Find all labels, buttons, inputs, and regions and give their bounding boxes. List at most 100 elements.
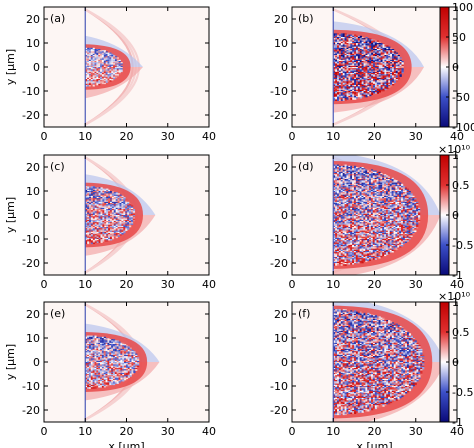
y-axis-label: y [μm]	[4, 49, 17, 85]
x-tick-label: 0	[289, 425, 296, 438]
x-tick-label: 10	[78, 425, 92, 438]
x-tick-label: 40	[202, 130, 216, 143]
y-tick-label: -10	[22, 233, 40, 246]
colorbar-tick-label: 1	[452, 149, 459, 162]
colorbar-tick-label: 0	[452, 61, 459, 74]
y-tick-label: 0	[281, 209, 288, 222]
colorbar-tick-label: -1	[452, 269, 463, 282]
colorbar-tick-label: 0.5	[452, 326, 470, 339]
colorbar-tick-label: 0	[452, 209, 459, 222]
x-tick-label: 30	[409, 425, 423, 438]
panel-label: (f)	[298, 307, 310, 320]
x-tick-label: 20	[120, 278, 134, 291]
panel-a: (a) 0 10 20 30 40 20 10 0 -10 -20 y [μm]	[4, 6, 216, 143]
noise-field	[333, 309, 425, 416]
y-tick-label: -20	[270, 257, 288, 270]
y-tick-label: 20	[274, 161, 288, 174]
x-tick-label: 20	[120, 130, 134, 143]
x-axis-label: x [μm]	[356, 440, 392, 448]
x-tick-label: 30	[161, 425, 175, 438]
y-tick-label: 0	[33, 356, 40, 369]
x-tick-label: 20	[368, 278, 382, 291]
y-tick-label: -10	[270, 85, 288, 98]
x-tick-label: 40	[202, 425, 216, 438]
colorbar-tick-label: -100	[452, 121, 474, 134]
colorbar-tick-label: 0	[452, 356, 459, 369]
colorbar-tick-label: -50	[452, 91, 470, 104]
x-tick-label: 0	[41, 278, 48, 291]
x-tick-label: 0	[41, 425, 48, 438]
noise-field	[85, 335, 140, 389]
colorbar-1: 100 50 0 -50 -100	[439, 1, 474, 134]
x-tick-label: 0	[289, 278, 296, 291]
x-tick-label: 40	[450, 425, 464, 438]
y-tick-label: 10	[274, 37, 288, 50]
x-tick-label: 40	[450, 130, 464, 143]
y-tick-label: 20	[26, 13, 40, 26]
noise-field	[85, 47, 123, 87]
y-tick-label: 0	[33, 209, 40, 222]
y-tick-label: 20	[274, 13, 288, 26]
y-tick-label: 20	[274, 308, 288, 321]
y-tick-label: -10	[22, 85, 40, 98]
x-tick-label: 30	[409, 278, 423, 291]
panel-e: (e) 0 10 20 30 40 20 10 0 -10 -20 y [μm] x [μm]	[4, 301, 216, 448]
x-tick-label: 10	[78, 130, 92, 143]
y-tick-label: 20	[26, 161, 40, 174]
y-tick-label: 10	[26, 185, 40, 198]
y-tick-label: 10	[26, 37, 40, 50]
y-tick-label: -20	[22, 109, 40, 122]
y-tick-label: 10	[274, 332, 288, 345]
y-tick-label: -20	[270, 404, 288, 417]
y-tick-label: 0	[33, 61, 40, 74]
x-tick-label: 10	[326, 425, 340, 438]
y-tick-label: -10	[270, 233, 288, 246]
colorbar-tick-label: 50	[452, 31, 466, 44]
panel-label: (e)	[50, 307, 65, 320]
panel-b: (b) 0 10 20 30 40 20 10 0 -10 -20	[270, 6, 464, 143]
x-tick-label: 0	[41, 130, 48, 143]
x-tick-label: 30	[161, 130, 175, 143]
x-tick-label: 0	[289, 130, 296, 143]
y-tick-label: -20	[22, 404, 40, 417]
noise-field	[333, 33, 404, 101]
colorbar-tick-label: 100	[452, 1, 473, 14]
x-tick-label: 30	[409, 130, 423, 143]
y-tick-label: -10	[270, 380, 288, 393]
y-tick-label: 0	[281, 356, 288, 369]
panel-f: (f) 0 10 20 30 40 20 10 0 -10 -20 x [μm]	[270, 301, 464, 448]
y-axis-label: y [μm]	[4, 197, 17, 233]
y-tick-label: 0	[281, 61, 288, 74]
panel-c: (c) 0 10 20 30 40 20 10 0 -10 -20 y [μm]	[4, 154, 216, 291]
x-tick-label: 10	[326, 130, 340, 143]
x-axis-label: x [μm]	[108, 440, 144, 448]
y-tick-label: 10	[26, 332, 40, 345]
y-tick-label: -20	[270, 109, 288, 122]
x-tick-label: 40	[202, 278, 216, 291]
panel-label: (c)	[50, 160, 65, 173]
noise-field	[333, 164, 421, 266]
colorbar-2: 1 0.5 0 -0.5 -1 ×10¹⁰	[438, 143, 473, 282]
x-tick-label: 10	[326, 278, 340, 291]
y-axis-label: y [μm]	[4, 344, 17, 380]
x-tick-label: 20	[120, 425, 134, 438]
colorbar-tick-label: -0.5	[452, 239, 473, 252]
y-tick-label: -20	[22, 257, 40, 270]
colorbar-exponent: ×10¹⁰	[438, 143, 471, 156]
panel-label: (a)	[50, 12, 65, 25]
colorbar-tick-label: 0.5	[452, 179, 470, 192]
colorbar-tick-label: -0.5	[452, 386, 473, 399]
y-tick-label: -10	[22, 380, 40, 393]
colorbar-3: 1 0.5 0 -0.5 -1 ×10¹⁰	[438, 290, 473, 429]
y-tick-label: 20	[26, 308, 40, 321]
x-tick-label: 30	[161, 278, 175, 291]
colorbar-tick-label: 1	[452, 296, 459, 309]
x-tick-label: 20	[368, 425, 382, 438]
colorbar-exponent: ×10¹⁰	[438, 290, 471, 303]
x-tick-label: 40	[450, 278, 464, 291]
noise-field	[85, 186, 136, 245]
x-tick-label: 20	[368, 130, 382, 143]
panel-label: (d)	[298, 160, 314, 173]
